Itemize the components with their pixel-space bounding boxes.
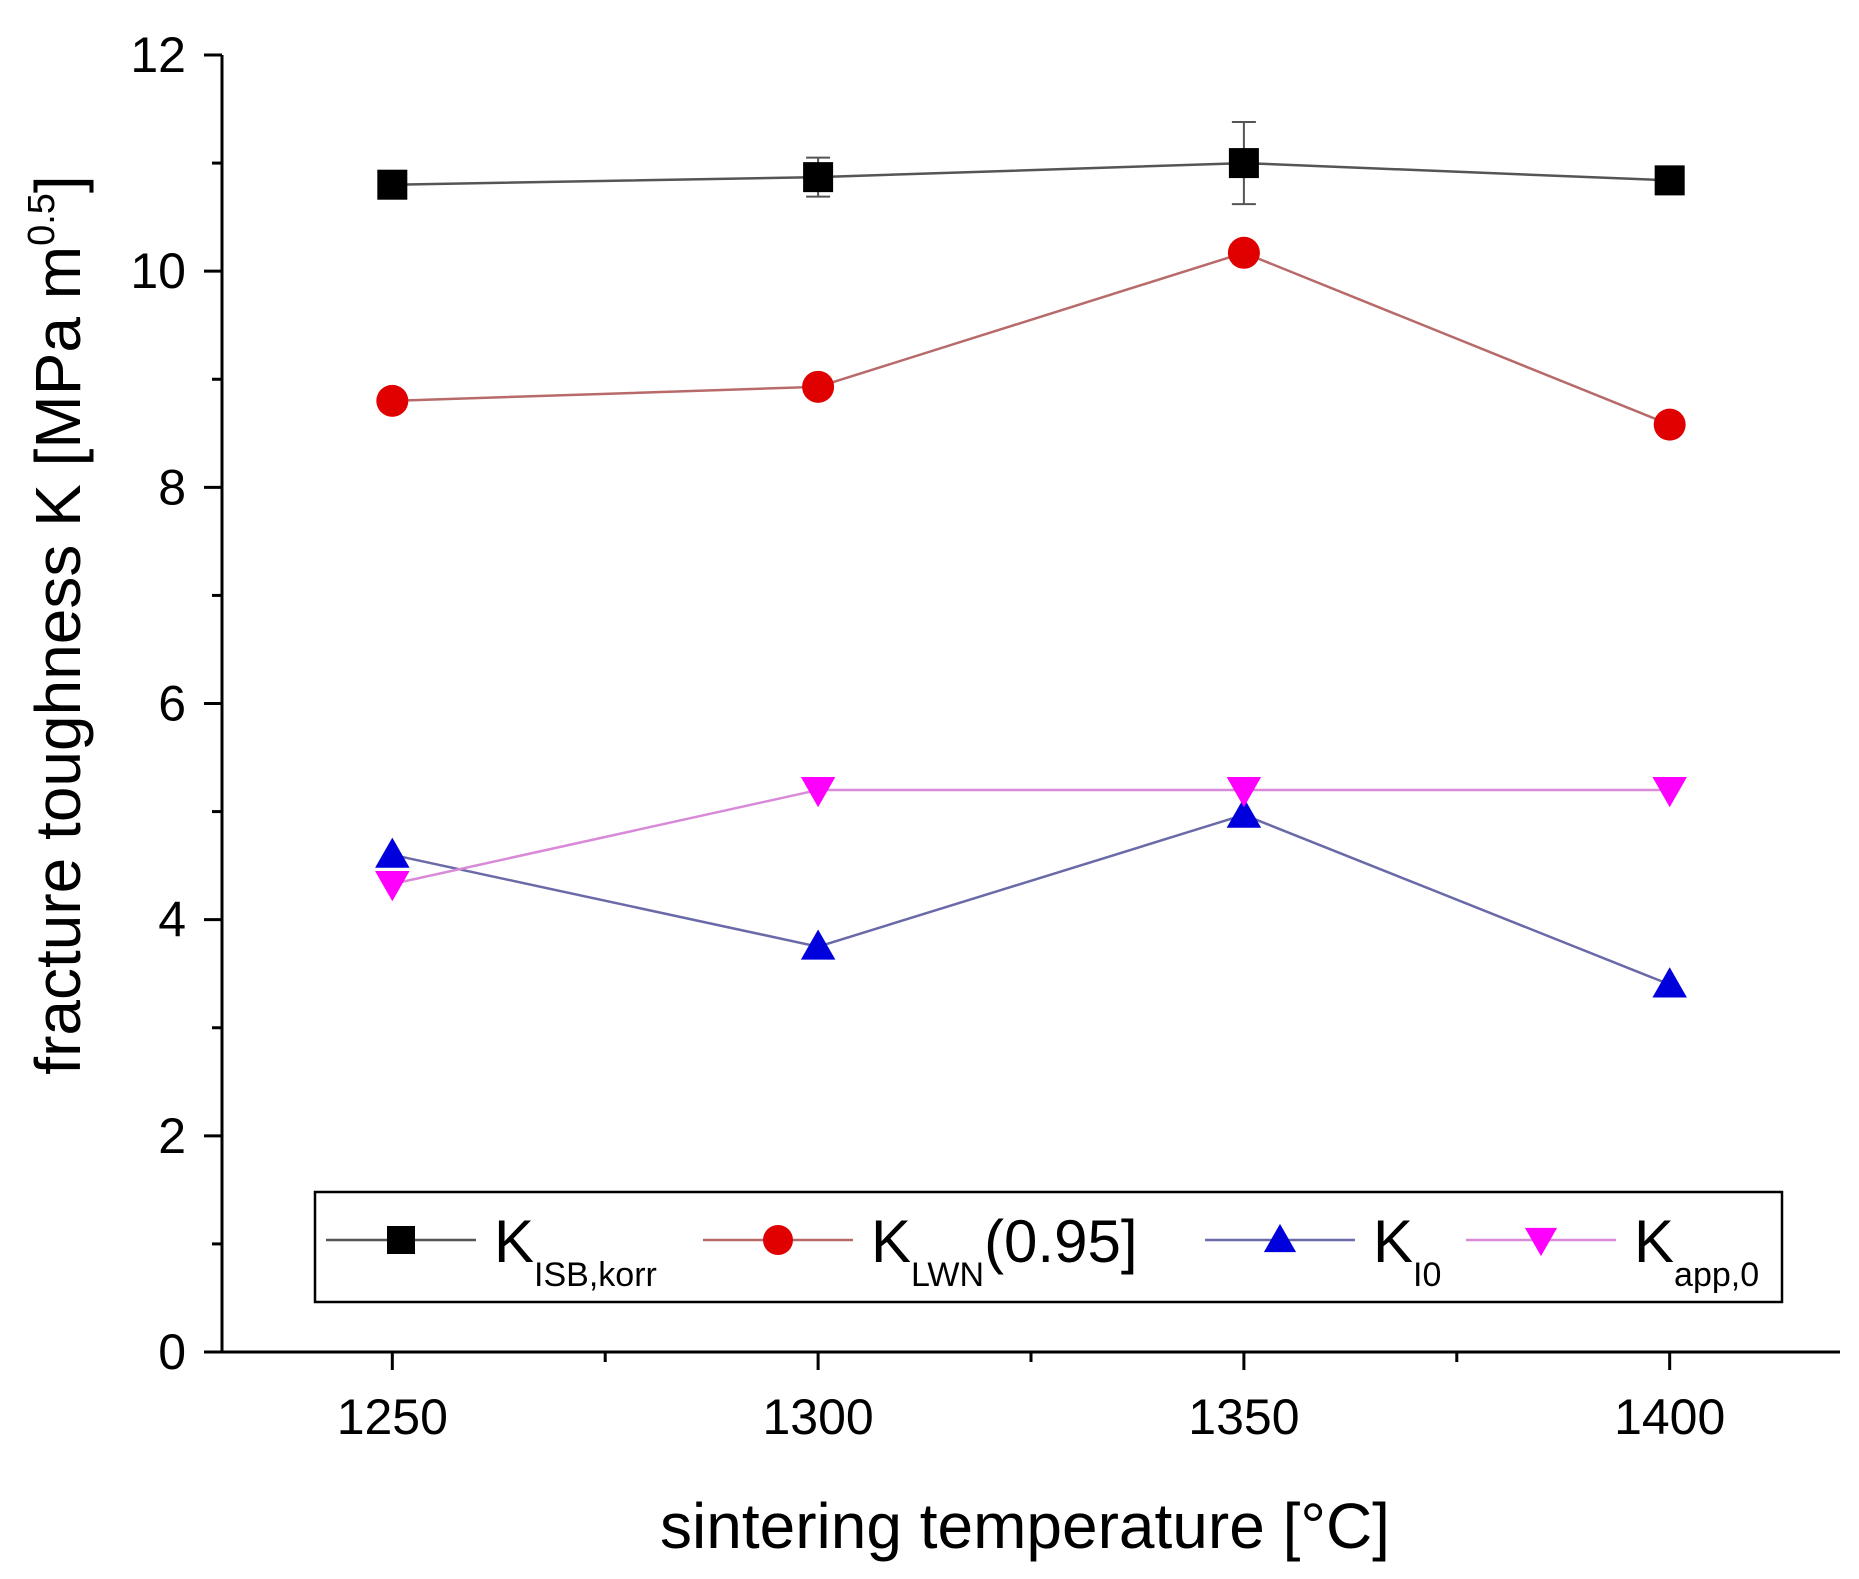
data-point	[1653, 408, 1686, 441]
x-tick-label: 1250	[337, 1389, 448, 1445]
y-tick-label: 4	[158, 892, 186, 948]
legend-label: Kapp,0	[1634, 1208, 1759, 1294]
y-tick-label: 6	[158, 676, 186, 732]
series-2	[375, 797, 1687, 998]
data-point	[802, 370, 835, 403]
legend-marker	[763, 1225, 793, 1255]
data-point	[1226, 777, 1262, 808]
data-point	[1227, 236, 1260, 269]
data-point	[375, 837, 410, 868]
legend-marker	[387, 1226, 415, 1254]
x-tick-label: 1350	[1188, 1389, 1299, 1445]
series-3	[375, 777, 1687, 902]
series-line	[392, 161, 1670, 186]
data-point	[800, 929, 836, 960]
legend-entry-3: Kapp,0	[1466, 1208, 1759, 1294]
legend-label: KI0	[1373, 1208, 1441, 1294]
series-layer	[375, 121, 1687, 998]
y-axis-title-main: fracture toughness K [MPa m	[22, 246, 94, 1075]
y-tick-label: 10	[130, 243, 186, 299]
data-point	[1226, 797, 1262, 828]
y-axis-title-close: ]	[22, 175, 94, 193]
data-point	[803, 162, 834, 193]
data-point	[1652, 777, 1687, 808]
series-1	[376, 236, 1686, 441]
y-tick-label: 2	[158, 1108, 186, 1164]
legend-entry-2: KI0	[1205, 1208, 1441, 1294]
y-tick-label: 0	[158, 1324, 186, 1380]
legend-entry-1: KLWN(0.95]	[703, 1208, 1138, 1294]
x-axis-title: sintering temperature [°C]	[660, 1490, 1390, 1562]
data-point	[1654, 165, 1685, 196]
data-point	[1228, 148, 1259, 179]
legend: KISB,korr KLWN(0.95] KI0 Kapp,0	[313, 1190, 1784, 1304]
data-point	[377, 169, 408, 200]
data-point	[800, 777, 836, 808]
series-line	[392, 251, 1671, 426]
data-point	[375, 871, 410, 902]
x-tick-label: 1400	[1614, 1389, 1725, 1445]
data-point	[1652, 967, 1687, 998]
data-point	[376, 384, 409, 417]
series-line	[392, 813, 1671, 986]
axes: 0 2 4 6 8 10 12 1250 1300 1350 1400	[130, 27, 1840, 1445]
legend-marker	[1524, 1227, 1558, 1257]
legend-label: KLWN(0.95]	[871, 1208, 1138, 1294]
legend-label: KISB,korr	[494, 1208, 657, 1294]
y-tick-label: 8	[158, 459, 186, 515]
y-axis-title-sup: 0.5	[21, 193, 63, 246]
y-tick-label: 12	[130, 27, 186, 83]
series-line	[392, 788, 1670, 886]
legend-marker	[1263, 1223, 1297, 1253]
series-0	[377, 121, 1685, 206]
y-axis-title: fracture toughness K [MPa m0.5]	[21, 175, 94, 1074]
x-tick-label: 1300	[762, 1389, 873, 1445]
legend-entry-0: KISB,korr	[326, 1208, 657, 1294]
